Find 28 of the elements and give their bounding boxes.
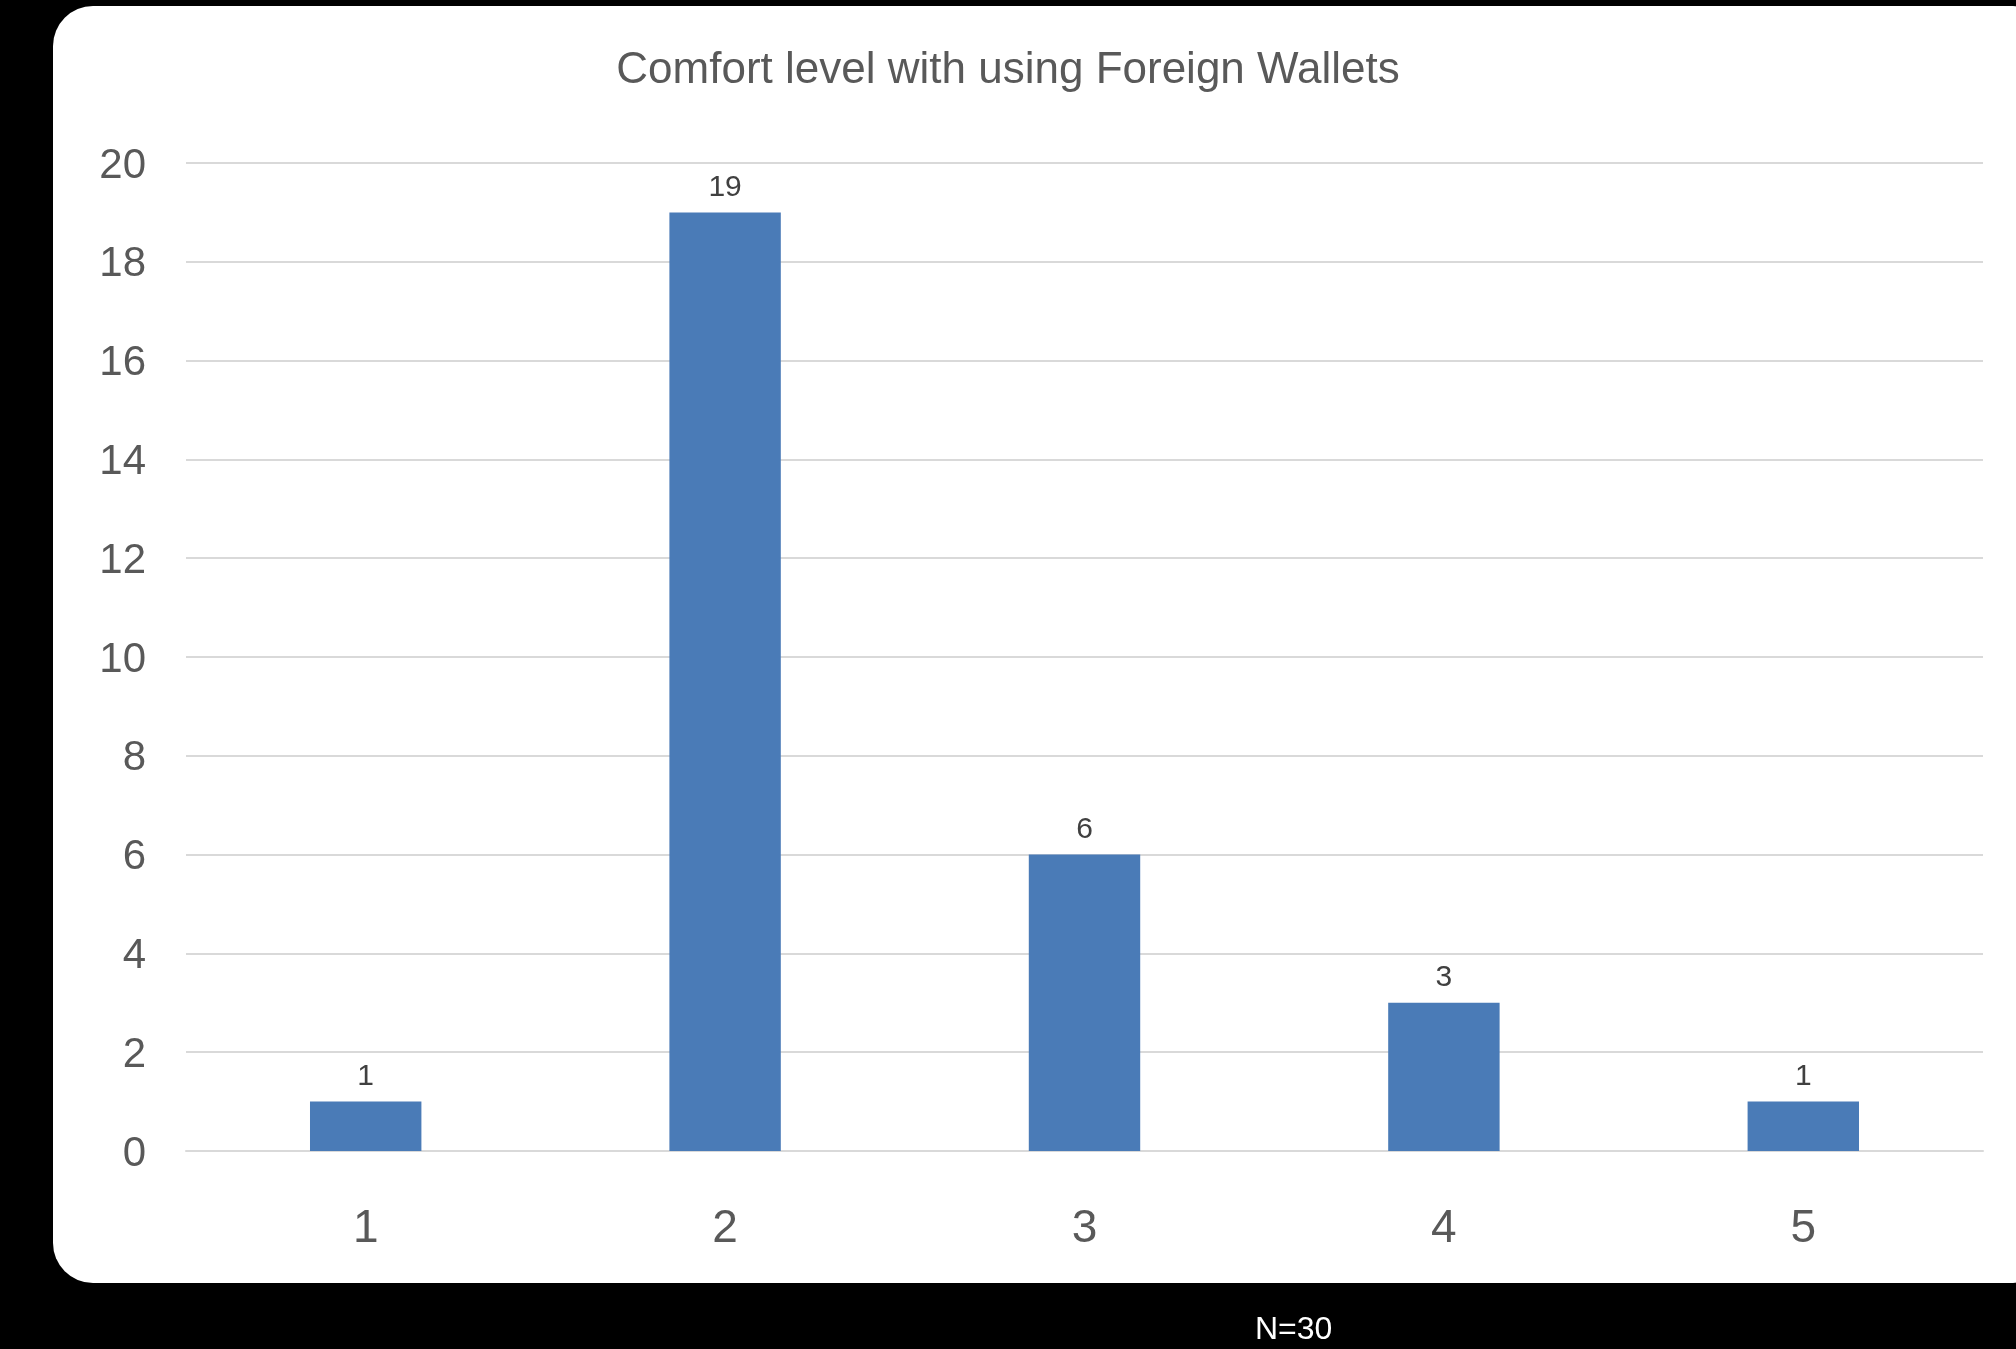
x-tick-label: 5: [1790, 1200, 1817, 1252]
y-tick-label: 6: [122, 831, 146, 879]
x-tick-label: 4: [1431, 1200, 1457, 1252]
data-label: 19: [708, 168, 742, 202]
data-label: 6: [1076, 811, 1093, 845]
bar: [1747, 1101, 1860, 1151]
chart-title: Comfort level with using Foreign Wallets: [616, 42, 1400, 92]
y-tick-label: 0: [122, 1127, 146, 1175]
text: N=30: [1255, 1310, 1333, 1346]
x-tick-label: 1: [352, 1200, 379, 1252]
y-tick-label: 14: [99, 435, 146, 483]
x-tick-label: 2: [712, 1200, 738, 1252]
y-tick-label: 16: [99, 337, 146, 385]
y-tick-label: 4: [122, 929, 146, 977]
bar: [1028, 854, 1141, 1151]
y-tick-label: 18: [99, 238, 146, 286]
bar: [309, 1101, 422, 1151]
y-tick-label: 12: [99, 534, 146, 582]
y-tick-label: 2: [122, 1028, 146, 1076]
bar: [1388, 1002, 1500, 1151]
data-label: 1: [357, 1058, 375, 1092]
y-tick-label: 8: [122, 732, 146, 780]
bar: [669, 212, 781, 1151]
y-tick-label: 20: [99, 139, 146, 187]
data-label: 3: [1435, 959, 1453, 993]
y-tick-label: 10: [99, 633, 146, 681]
data-label: 1: [1794, 1058, 1812, 1092]
x-tick-label: 3: [1071, 1200, 1098, 1252]
